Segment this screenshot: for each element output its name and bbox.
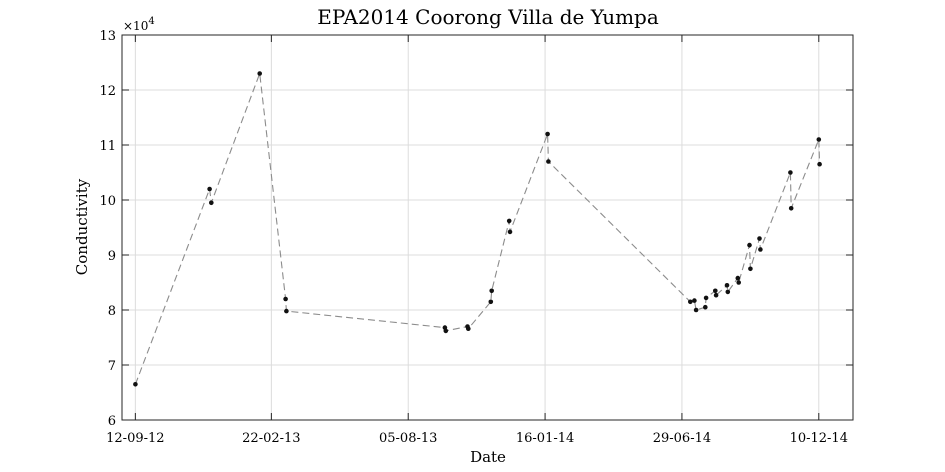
y-tick-label: 13 [99,29,116,44]
y-tick-label: 6 [108,414,116,429]
data-point [747,242,752,248]
data-point [443,328,449,334]
data-point [692,298,697,303]
data-point [133,382,138,387]
data-point [735,275,741,281]
data-point [788,206,794,211]
y-tick-label: 8 [108,304,116,319]
data-point [725,289,731,295]
plot-area [122,35,853,420]
series-line [134,73,821,385]
data-point [466,326,471,332]
data-point [209,200,214,206]
data-point [703,304,708,310]
data-point [713,288,718,294]
data-point [758,247,763,252]
y-axis-ticks: 6 7 8 9 10 11 12 13 [99,29,853,429]
plot-frame [121,34,854,421]
data-point [736,280,741,285]
data-point [507,229,513,235]
y-tick-label: 7 [108,359,116,374]
x-tick-label: 22-02-13 [242,431,300,446]
y-axis-label: Conductivity [73,178,91,275]
data-point [817,161,822,167]
x-tick-label: 16-01-14 [516,431,574,446]
data-point [703,295,709,301]
data-point [546,159,551,164]
x-tick-label: 12-09-12 [106,431,164,446]
chart-title: EPA2014 Coorong Villa de Yumpa [317,5,659,29]
data-point [257,71,263,76]
data-point [788,170,793,175]
data-point [713,292,719,298]
y-tick-label: 11 [99,139,116,154]
data-point [545,131,550,137]
x-tick-label: 10-12-14 [790,431,848,446]
data-point [816,137,822,142]
x-tick-label: 29-06-14 [653,431,711,446]
y-tick-label: 12 [99,84,116,99]
data-point [748,266,753,272]
y-axis-multiplier: ×104 [123,16,155,33]
data-point [757,236,762,241]
y-tick-label: 9 [108,249,116,264]
data-point [207,186,212,192]
series-layer [133,71,822,387]
data-point [693,307,699,313]
data-point [488,299,494,305]
y-tick-label: 10 [99,194,116,209]
data-point [724,283,730,288]
y-multiplier-base: ×10 [123,19,148,33]
x-axis-ticks: 12-09-12 22-02-13 05-08-13 16-01-14 29-06-14… [106,35,848,446]
data-point [283,296,288,302]
data-point [506,218,512,224]
data-point [284,308,289,314]
data-point [489,288,495,294]
data-point [688,299,693,305]
y-multiplier-exponent: 4 [148,16,154,27]
x-tick-label: 05-08-13 [379,431,437,446]
x-axis-label: Date [470,448,506,466]
